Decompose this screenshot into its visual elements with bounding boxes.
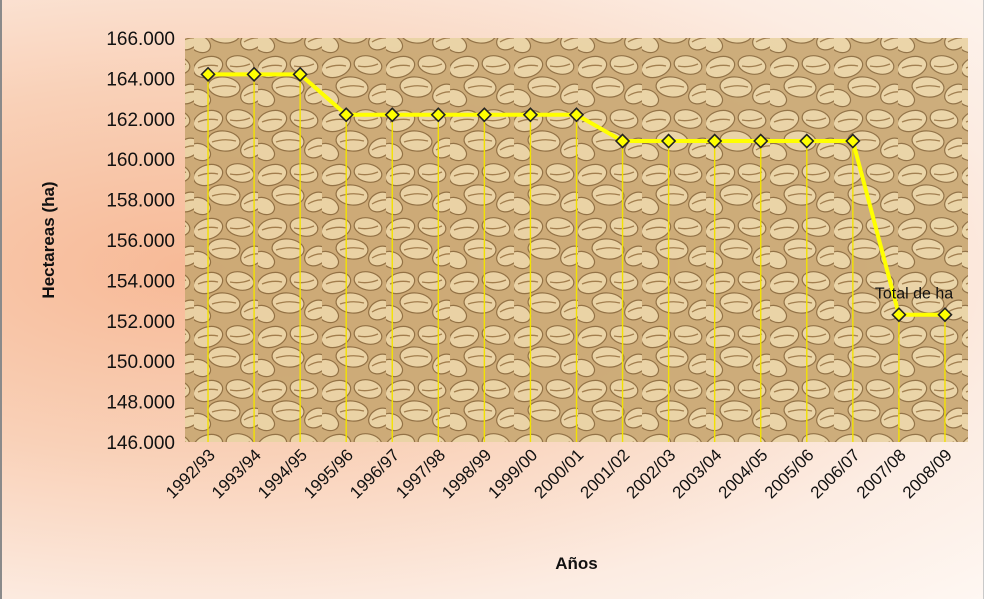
y-tick-label: 164.000 bbox=[106, 69, 175, 90]
data-point-marker bbox=[614, 133, 631, 149]
x-tick-label: 2002/03 bbox=[623, 445, 680, 502]
x-tick-label: 2003/04 bbox=[669, 445, 726, 502]
data-point-marker bbox=[707, 133, 723, 149]
x-tick-label: 2004/05 bbox=[715, 445, 772, 502]
data-point-marker bbox=[845, 133, 861, 149]
x-tick-label: 1995/96 bbox=[300, 445, 357, 502]
x-tick-label: 2000/01 bbox=[530, 445, 587, 502]
data-point-marker bbox=[799, 133, 815, 149]
y-tick-label: 156.000 bbox=[106, 231, 175, 252]
x-tick-label: 1997/98 bbox=[392, 445, 449, 502]
y-axis-ticks: 146.000 148.000 150.000 152.000 154.000 156.0… bbox=[106, 29, 175, 454]
drop-lines bbox=[207, 74, 946, 442]
x-tick-label: 2008/09 bbox=[899, 445, 956, 502]
data-point-marker bbox=[476, 107, 493, 123]
y-tick-label: 162.000 bbox=[106, 110, 175, 131]
x-tick-label: 2005/06 bbox=[761, 445, 818, 502]
x-tick-label: 2006/07 bbox=[807, 445, 864, 502]
data-point-marker bbox=[430, 107, 446, 123]
x-axis-ticks: 1992/931993/941994/951995/961996/971997/… bbox=[162, 445, 956, 502]
data-point-marker bbox=[753, 133, 769, 149]
x-axis-title: Años bbox=[555, 554, 598, 573]
data-point-marker bbox=[937, 307, 953, 323]
x-tick-label: 1994/95 bbox=[254, 445, 311, 502]
y-tick-label: 148.000 bbox=[106, 393, 175, 414]
data-point-marker bbox=[568, 107, 585, 123]
y-tick-label: 166.000 bbox=[106, 29, 175, 50]
series-markers bbox=[200, 66, 953, 323]
y-tick-label: 152.000 bbox=[106, 312, 175, 333]
x-tick-label: 1993/94 bbox=[208, 445, 265, 502]
x-tick-label: 1996/97 bbox=[346, 445, 403, 502]
y-tick-label: 146.000 bbox=[106, 433, 175, 454]
x-tick-label: 2007/08 bbox=[853, 445, 910, 502]
data-point-marker bbox=[246, 66, 262, 82]
x-tick-label: 1998/99 bbox=[438, 445, 495, 502]
y-tick-label: 150.000 bbox=[106, 352, 175, 373]
y-tick-label: 158.000 bbox=[106, 191, 175, 212]
y-tick-label: 160.000 bbox=[106, 150, 175, 171]
x-tick-label: 2001/02 bbox=[576, 445, 633, 502]
data-point-marker bbox=[522, 107, 539, 123]
data-point-marker bbox=[891, 307, 907, 323]
x-tick-label: 1999/00 bbox=[484, 445, 541, 502]
data-point-marker bbox=[660, 133, 677, 149]
data-point-marker bbox=[338, 107, 354, 123]
y-tick-label: 154.000 bbox=[106, 271, 175, 292]
data-point-marker bbox=[384, 107, 400, 123]
y-axis-title: Hectareas (ha) bbox=[39, 181, 58, 298]
series-annotation: Total de ha bbox=[875, 286, 953, 303]
data-point-marker bbox=[292, 66, 308, 82]
data-point-marker bbox=[200, 66, 216, 82]
